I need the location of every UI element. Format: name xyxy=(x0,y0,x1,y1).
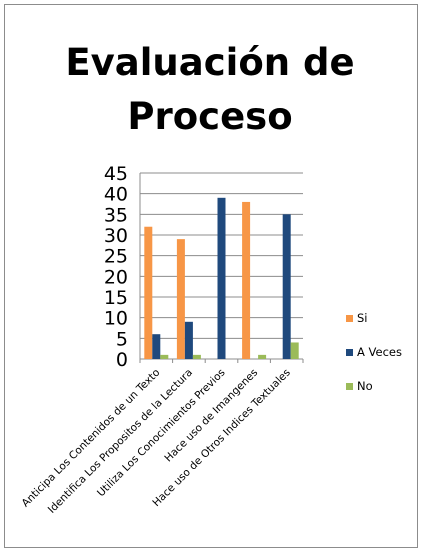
legend-label: A Veces xyxy=(357,345,402,359)
bar-a-veces xyxy=(282,214,291,359)
x-category-label: Anticipa Los Contenidos de un Texto xyxy=(19,367,162,510)
y-tick-label: 15 xyxy=(104,287,128,309)
bar-no xyxy=(258,354,267,359)
y-tick-label: 10 xyxy=(104,308,128,330)
y-tick-label: 0 xyxy=(116,349,128,371)
y-tick-label: 35 xyxy=(104,204,128,226)
legend-swatch xyxy=(346,349,353,356)
x-category-label: Utiliza Los Conocimientos Previos xyxy=(95,367,228,500)
bar-no xyxy=(160,354,169,359)
legend-swatch xyxy=(346,383,353,390)
bar-si xyxy=(176,239,185,359)
bar-no xyxy=(192,354,201,359)
bar-no xyxy=(290,342,299,359)
bar-si xyxy=(144,226,153,359)
bar-a-veces xyxy=(217,197,226,359)
chart-title: Evaluación de Proceso xyxy=(65,41,355,138)
y-tick-label: 45 xyxy=(104,163,128,185)
y-tick-label: 40 xyxy=(104,184,128,206)
legend-swatch xyxy=(346,315,353,322)
bar-si xyxy=(242,201,251,359)
y-tick-label: 20 xyxy=(104,266,128,288)
bar-a-veces xyxy=(152,334,161,359)
legend-label: No xyxy=(357,379,373,393)
y-tick-label: 25 xyxy=(104,246,128,268)
y-tick-label: 30 xyxy=(104,225,128,247)
y-tick-label: 5 xyxy=(116,328,128,350)
bar-a-veces xyxy=(184,321,193,359)
legend-label: Si xyxy=(357,311,368,325)
